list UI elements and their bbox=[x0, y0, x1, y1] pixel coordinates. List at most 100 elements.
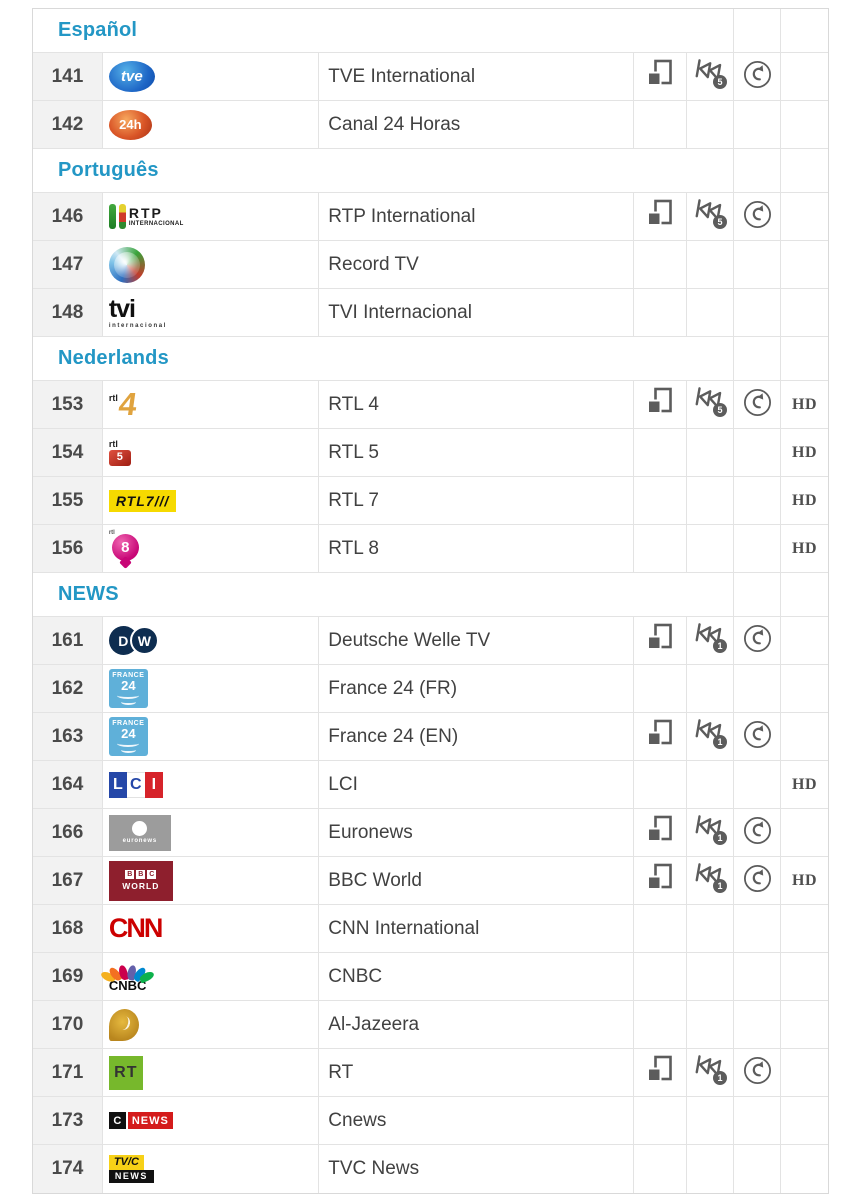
hd-cell: HD bbox=[780, 477, 828, 524]
multiscreen-cell bbox=[632, 381, 687, 428]
logo-text: rtl bbox=[108, 438, 118, 449]
channel-name: France 24 (EN) bbox=[318, 713, 632, 760]
rtl4-logo: rtl 4 bbox=[109, 385, 140, 422]
wave-line bbox=[120, 747, 136, 753]
restart-cell bbox=[733, 761, 780, 808]
channel-number: 167 bbox=[33, 857, 102, 904]
f24-logo: FRANCE 24 bbox=[108, 717, 148, 756]
multiscreen-cell bbox=[632, 1145, 687, 1193]
restart-cell bbox=[733, 53, 780, 100]
replay-days-badge: 1 bbox=[717, 833, 722, 843]
channel-name: RTL 5 bbox=[318, 429, 632, 476]
logo-text: rtl bbox=[108, 529, 115, 536]
rtl8-logo: rtl 8 bbox=[108, 529, 143, 569]
restart-cell bbox=[733, 101, 780, 148]
logo-text: 4 bbox=[116, 385, 140, 422]
channel-row: 171 RT RT 1 bbox=[33, 1049, 828, 1097]
restart-cell bbox=[733, 665, 780, 712]
channel-number: 164 bbox=[33, 761, 102, 808]
multiscreen-cell bbox=[632, 193, 687, 240]
channel-row: 161 D W Deutsche Welle TV 1 bbox=[33, 617, 828, 665]
channel-name: Euronews bbox=[318, 809, 632, 856]
c24h-logo: 24h bbox=[108, 109, 152, 140]
bbc-logo: B B C WORLD bbox=[108, 860, 173, 901]
rtp-logo: RTP INTERNACIONAL bbox=[108, 204, 184, 229]
channel-name: BBC World bbox=[318, 857, 632, 904]
channel-row: 148 tvi internacional TVI Internacional bbox=[33, 289, 828, 337]
restart-cell bbox=[733, 1001, 780, 1048]
replay-cell bbox=[686, 905, 733, 952]
replay-cell bbox=[686, 525, 733, 572]
channel-logo-cell: TV/C NEWS bbox=[101, 1145, 318, 1193]
channel-number: 141 bbox=[33, 53, 102, 100]
channel-logo-cell: B B C WORLD bbox=[101, 857, 318, 904]
hd-cell bbox=[780, 1097, 828, 1144]
channel-logo-cell: rtl 5 bbox=[101, 429, 318, 476]
section-header: Nederlands bbox=[33, 337, 828, 381]
channel-logo-cell: rtl 4 bbox=[101, 381, 318, 428]
wave-line bbox=[120, 699, 136, 705]
logo-text: tve bbox=[120, 68, 143, 85]
header-hd-cell bbox=[780, 149, 828, 192]
restart-icon bbox=[743, 1056, 772, 1090]
logo-text: RTL7/// bbox=[115, 492, 170, 509]
channel-number: 142 bbox=[33, 101, 102, 148]
logo-text: CNN bbox=[108, 913, 163, 943]
cnbc-logo: CNBC bbox=[99, 962, 156, 992]
restart-cell bbox=[733, 1097, 780, 1144]
channel-name: Canal 24 Horas bbox=[318, 101, 632, 148]
channel-logo-cell: FRANCE 24 bbox=[101, 665, 318, 712]
hd-cell bbox=[780, 1145, 828, 1193]
replay-cell: 1 bbox=[686, 617, 733, 664]
replay-cell bbox=[686, 761, 733, 808]
multiscreen-cell bbox=[632, 429, 687, 476]
channel-row: 162 FRANCE 24 France 24 (FR) bbox=[33, 665, 828, 713]
skip-back-icon: 5 bbox=[692, 198, 729, 235]
logo-text: B bbox=[125, 870, 135, 879]
channel-row: 163 FRANCE 24 France 24 (EN) 1 bbox=[33, 713, 828, 761]
header-restart-cell bbox=[733, 9, 780, 52]
channel-name: France 24 (FR) bbox=[318, 665, 632, 712]
hd-cell: HD bbox=[780, 761, 828, 808]
multiscreen-cell bbox=[632, 665, 687, 712]
section-title: Nederlands bbox=[58, 347, 169, 369]
channel-logo-cell: CNBC bbox=[99, 953, 318, 1000]
multiscreen-cell bbox=[632, 617, 687, 664]
channel-row: 154 rtl 5 RTL 5 HD bbox=[33, 429, 828, 477]
multiscreen-cell bbox=[632, 713, 687, 760]
alj-logo bbox=[108, 1008, 139, 1041]
replay-cell bbox=[686, 953, 733, 1000]
channel-number: 146 bbox=[33, 193, 102, 240]
header-hd-cell bbox=[780, 573, 828, 616]
skip-back-icon: 1 bbox=[692, 814, 729, 851]
hd-badge: HD bbox=[792, 871, 818, 889]
logo-text: 24 bbox=[121, 726, 136, 741]
channel-number: 173 bbox=[33, 1097, 102, 1144]
channel-name: Deutsche Welle TV bbox=[318, 617, 632, 664]
channel-number: 170 bbox=[33, 1001, 102, 1048]
euronews-globe bbox=[132, 821, 148, 836]
replay-cell bbox=[686, 665, 733, 712]
restart-cell bbox=[733, 857, 780, 904]
replay-cell: 1 bbox=[686, 809, 733, 856]
multiscreen-icon bbox=[646, 863, 673, 898]
hd-cell bbox=[780, 809, 828, 856]
section-header: Português bbox=[33, 149, 828, 193]
channel-logo-cell: tve bbox=[101, 53, 318, 100]
restart-cell bbox=[733, 713, 780, 760]
channel-row: 153 rtl 4 RTL 4 5 HD bbox=[33, 381, 828, 429]
cnbc-peacock bbox=[99, 962, 156, 984]
replay-cell bbox=[686, 1097, 733, 1144]
restart-cell bbox=[733, 525, 780, 572]
channel-number: 154 bbox=[33, 429, 102, 476]
channel-logo-cell bbox=[101, 241, 318, 288]
channel-number: 168 bbox=[33, 905, 102, 952]
channel-number: 163 bbox=[33, 713, 102, 760]
cnn-logo: CNN bbox=[108, 913, 163, 944]
replay-days-badge: 5 bbox=[717, 77, 722, 87]
multiscreen-cell bbox=[632, 53, 687, 100]
hd-badge: HD bbox=[792, 539, 818, 557]
multiscreen-icon bbox=[646, 199, 673, 234]
restart-icon bbox=[743, 624, 772, 658]
